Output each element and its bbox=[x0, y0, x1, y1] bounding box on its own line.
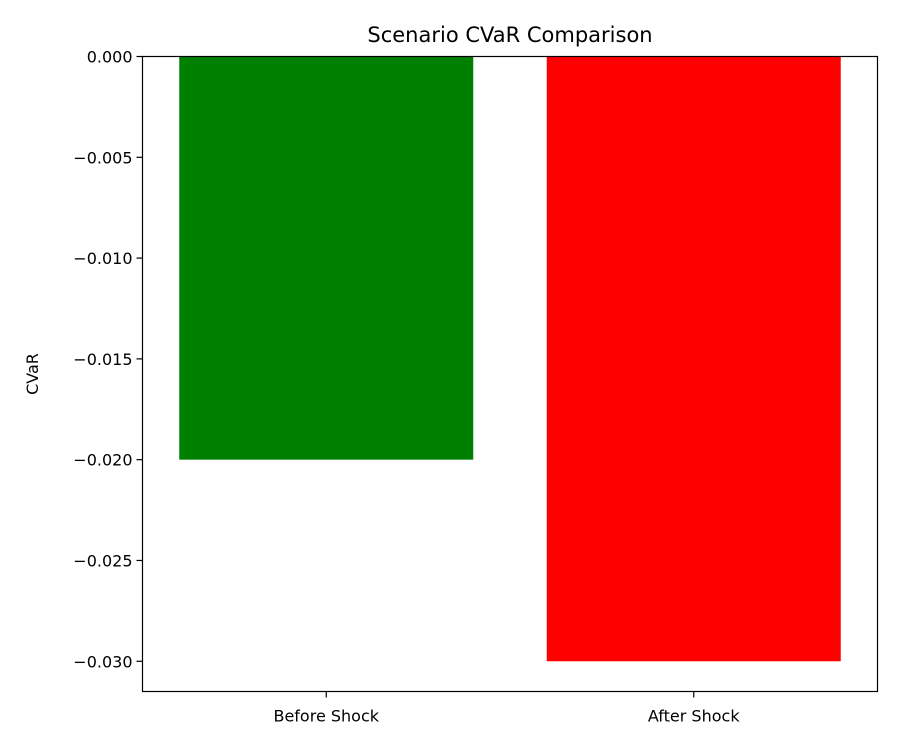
x-tick-label: After Shock bbox=[648, 707, 740, 726]
y-tick-label: −0.025 bbox=[73, 551, 132, 570]
y-tick-label: −0.030 bbox=[73, 652, 132, 671]
y-tick-label: −0.020 bbox=[73, 451, 132, 470]
y-tick-label: −0.005 bbox=[73, 148, 132, 167]
chart-title: Scenario CVaR Comparison bbox=[367, 23, 652, 47]
x-tick-label: Before Shock bbox=[273, 707, 379, 726]
bars-group bbox=[179, 56, 841, 662]
x-axis: Before Shock After Shock bbox=[273, 691, 740, 726]
bar-after-shock bbox=[546, 56, 841, 662]
y-tick-label: −0.015 bbox=[73, 350, 132, 369]
y-tick-label: −0.010 bbox=[73, 249, 132, 268]
plot-frame bbox=[141, 55, 879, 693]
y-axis: 0.000 −0.005 −0.010 −0.015 −0.020 −0.025 −0.03… bbox=[73, 48, 143, 671]
bar-before-shock bbox=[179, 56, 474, 460]
y-tick-label: 0.000 bbox=[87, 48, 133, 67]
y-axis-label: CVaR bbox=[23, 353, 42, 395]
